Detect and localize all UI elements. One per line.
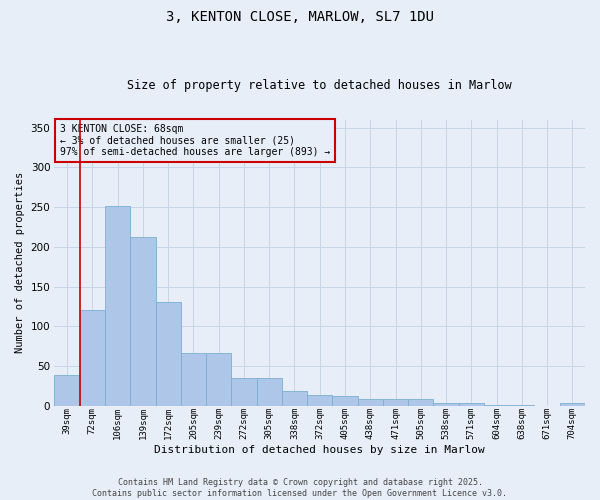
Bar [105, 206, 130, 406]
Y-axis label: Number of detached properties: Number of detached properties [15, 172, 25, 354]
Bar [130, 237, 155, 406]
Bar [155, 302, 181, 406]
Bar [484, 405, 509, 406]
Bar [332, 396, 358, 406]
Bar [282, 390, 307, 406]
Bar [206, 354, 232, 406]
Bar [509, 405, 535, 406]
Text: 3 KENTON CLOSE: 68sqm
← 3% of detached houses are smaller (25)
97% of semi-detac: 3 KENTON CLOSE: 68sqm ← 3% of detached h… [60, 124, 330, 157]
Bar [433, 402, 458, 406]
Bar [307, 394, 332, 406]
Bar [55, 375, 80, 406]
Bar [257, 378, 282, 406]
X-axis label: Distribution of detached houses by size in Marlow: Distribution of detached houses by size … [154, 445, 485, 455]
Bar [80, 310, 105, 406]
Text: 3, KENTON CLOSE, MARLOW, SL7 1DU: 3, KENTON CLOSE, MARLOW, SL7 1DU [166, 10, 434, 24]
Bar [181, 354, 206, 406]
Bar [408, 398, 433, 406]
Bar [383, 400, 408, 406]
Bar [232, 378, 257, 406]
Bar [358, 400, 383, 406]
Bar [560, 402, 585, 406]
Bar [458, 404, 484, 406]
Text: Contains HM Land Registry data © Crown copyright and database right 2025.
Contai: Contains HM Land Registry data © Crown c… [92, 478, 508, 498]
Title: Size of property relative to detached houses in Marlow: Size of property relative to detached ho… [127, 79, 512, 92]
